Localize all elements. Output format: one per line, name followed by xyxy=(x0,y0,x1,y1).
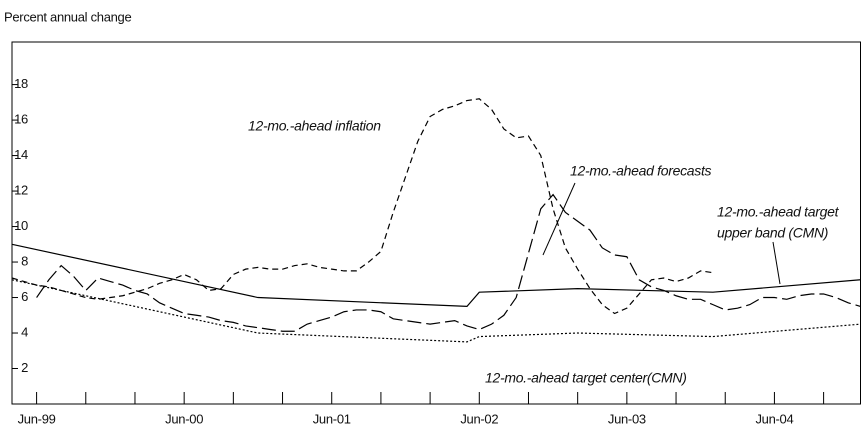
leader-line xyxy=(542,182,576,256)
y-tick-label: 16 xyxy=(14,112,28,127)
x-tick-label: Jun-00 xyxy=(165,411,203,426)
series-line xyxy=(11,243,861,308)
y-tick-label: 10 xyxy=(14,218,28,233)
y-tick-label: 2 xyxy=(21,360,28,375)
series-label: 12-mo.-ahead inflation xyxy=(248,118,381,134)
series-line xyxy=(11,279,861,343)
series-line xyxy=(11,98,714,315)
plot-frame xyxy=(11,41,861,405)
series-label: 12-mo.-ahead target center(CMN) xyxy=(485,370,687,386)
y-tick-label: 8 xyxy=(21,253,28,268)
x-tick-label: Jun-99 xyxy=(18,411,56,426)
series-line xyxy=(36,193,861,332)
x-tick-label: Jun-01 xyxy=(313,411,351,426)
series-label: 12-mo.-ahead target xyxy=(717,204,840,220)
series-label: 12-mo.-ahead forecasts xyxy=(570,163,712,179)
leader-line xyxy=(772,241,781,285)
x-tick-label: Jun-03 xyxy=(608,411,646,426)
y-tick-label: 14 xyxy=(14,147,28,162)
chart-title: Percent annual change xyxy=(4,9,131,24)
x-tick-label: Jun-04 xyxy=(755,411,793,426)
y-tick-label: 18 xyxy=(14,76,28,91)
y-tick-label: 6 xyxy=(21,289,28,304)
series-label: upper band (CMN) xyxy=(717,225,828,241)
x-tick-label: Jun-02 xyxy=(460,411,498,426)
y-tick-label: 12 xyxy=(14,182,28,197)
y-tick-label: 4 xyxy=(21,324,28,339)
